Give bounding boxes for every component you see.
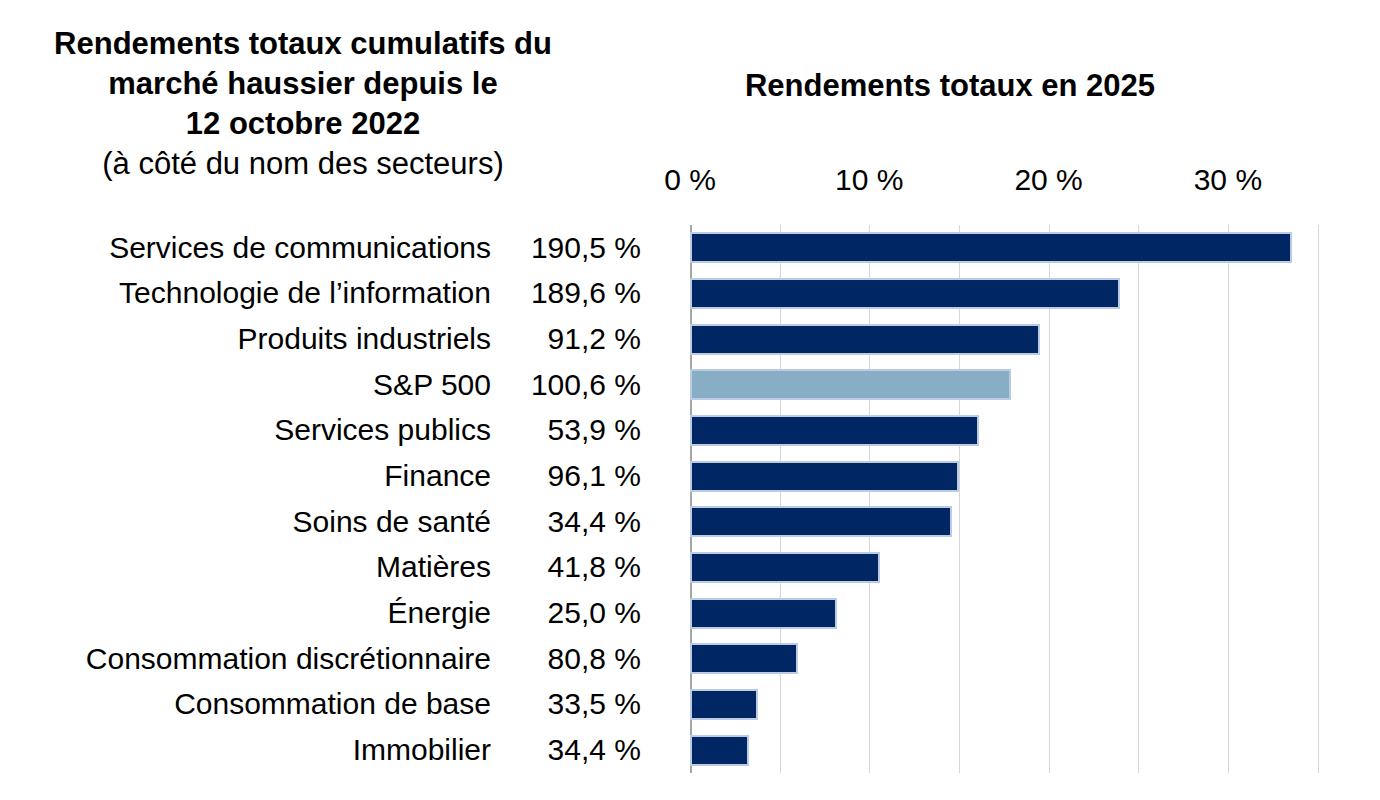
sector-label: Énergie [0,596,491,630]
chart-title: Rendements totaux en 2025 [600,68,1300,104]
sector-label: Soins de santé [0,505,491,539]
x-tick-label: 20 % [969,163,1129,197]
sector-row: Consommation de base 33,5 % [0,682,648,728]
sector-cumulative-value: 33,5 % [501,687,641,721]
sector-cumulative-value: 80,8 % [501,642,641,676]
bar-sp500-highlighted [690,369,1011,400]
bar [690,324,1040,355]
sector-label: Matières [0,550,491,584]
left-title-subtitle: (à côté du nom des secteurs) [18,144,588,184]
gridline [1318,225,1319,773]
sector-label: Consommation discrétionnaire [0,642,491,676]
sector-row: Soins de santé 34,4 % [0,499,648,545]
chart-canvas: Rendements totaux cumulatifs du marché h… [0,0,1380,800]
sector-label: Immobilier [0,733,491,767]
sector-cumulative-value: 96,1 % [501,459,641,493]
left-title-line-1: Rendements totaux cumulatifs du [18,24,588,64]
sector-row: Énergie 25,0 % [0,590,648,636]
x-tick-label: 10 % [789,163,949,197]
bar [690,552,880,583]
bar [690,506,952,537]
bar [690,735,749,766]
left-title: Rendements totaux cumulatifs du marché h… [18,24,588,184]
bar [690,232,1292,263]
sector-label: Services de communications [0,231,491,265]
sector-row: Produits industriels 91,2 % [0,316,648,362]
plot-area [690,225,1338,773]
sector-row: Finance 96,1 % [0,453,648,499]
sector-row: Technologie de l’information 189,6 % [0,271,648,317]
x-tick-label: 0 % [610,163,770,197]
left-title-line-3: 12 octobre 2022 [18,104,588,144]
sector-cumulative-value: 34,4 % [501,505,641,539]
sector-cumulative-value: 34,4 % [501,733,641,767]
sector-row: Services publics 53,9 % [0,408,648,454]
sector-label: S&P 500 [0,368,491,402]
sector-row: Services de communications 190,5 % [0,225,648,271]
bar [690,643,798,674]
sector-cumulative-value: 41,8 % [501,550,641,584]
sector-row: Matières 41,8 % [0,545,648,591]
sector-label: Produits industriels [0,322,491,356]
sector-cumulative-value: 100,6 % [501,368,641,402]
bar [690,689,758,720]
sector-cumulative-value: 189,6 % [501,276,641,310]
sector-label: Technologie de l’information [0,276,491,310]
bar [690,278,1120,309]
left-title-line-2: marché haussier depuis le [18,64,588,104]
sector-cumulative-value: 25,0 % [501,596,641,630]
sector-row: Immobilier 34,4 % [0,727,648,773]
sector-row: S&P 500 100,6 % [0,362,648,408]
bar [690,415,979,446]
x-tick-label: 30 % [1148,163,1308,197]
gridline [1228,225,1229,773]
sector-label: Finance [0,459,491,493]
gridline [1138,225,1139,773]
sector-row: Consommation discrétionnaire 80,8 % [0,636,648,682]
sector-label: Services publics [0,413,491,447]
sector-cumulative-value: 53,9 % [501,413,641,447]
sector-cumulative-value: 91,2 % [501,322,641,356]
sector-label: Consommation de base [0,687,491,721]
bar [690,461,959,492]
sector-cumulative-value: 190,5 % [501,231,641,265]
bar [690,598,837,629]
